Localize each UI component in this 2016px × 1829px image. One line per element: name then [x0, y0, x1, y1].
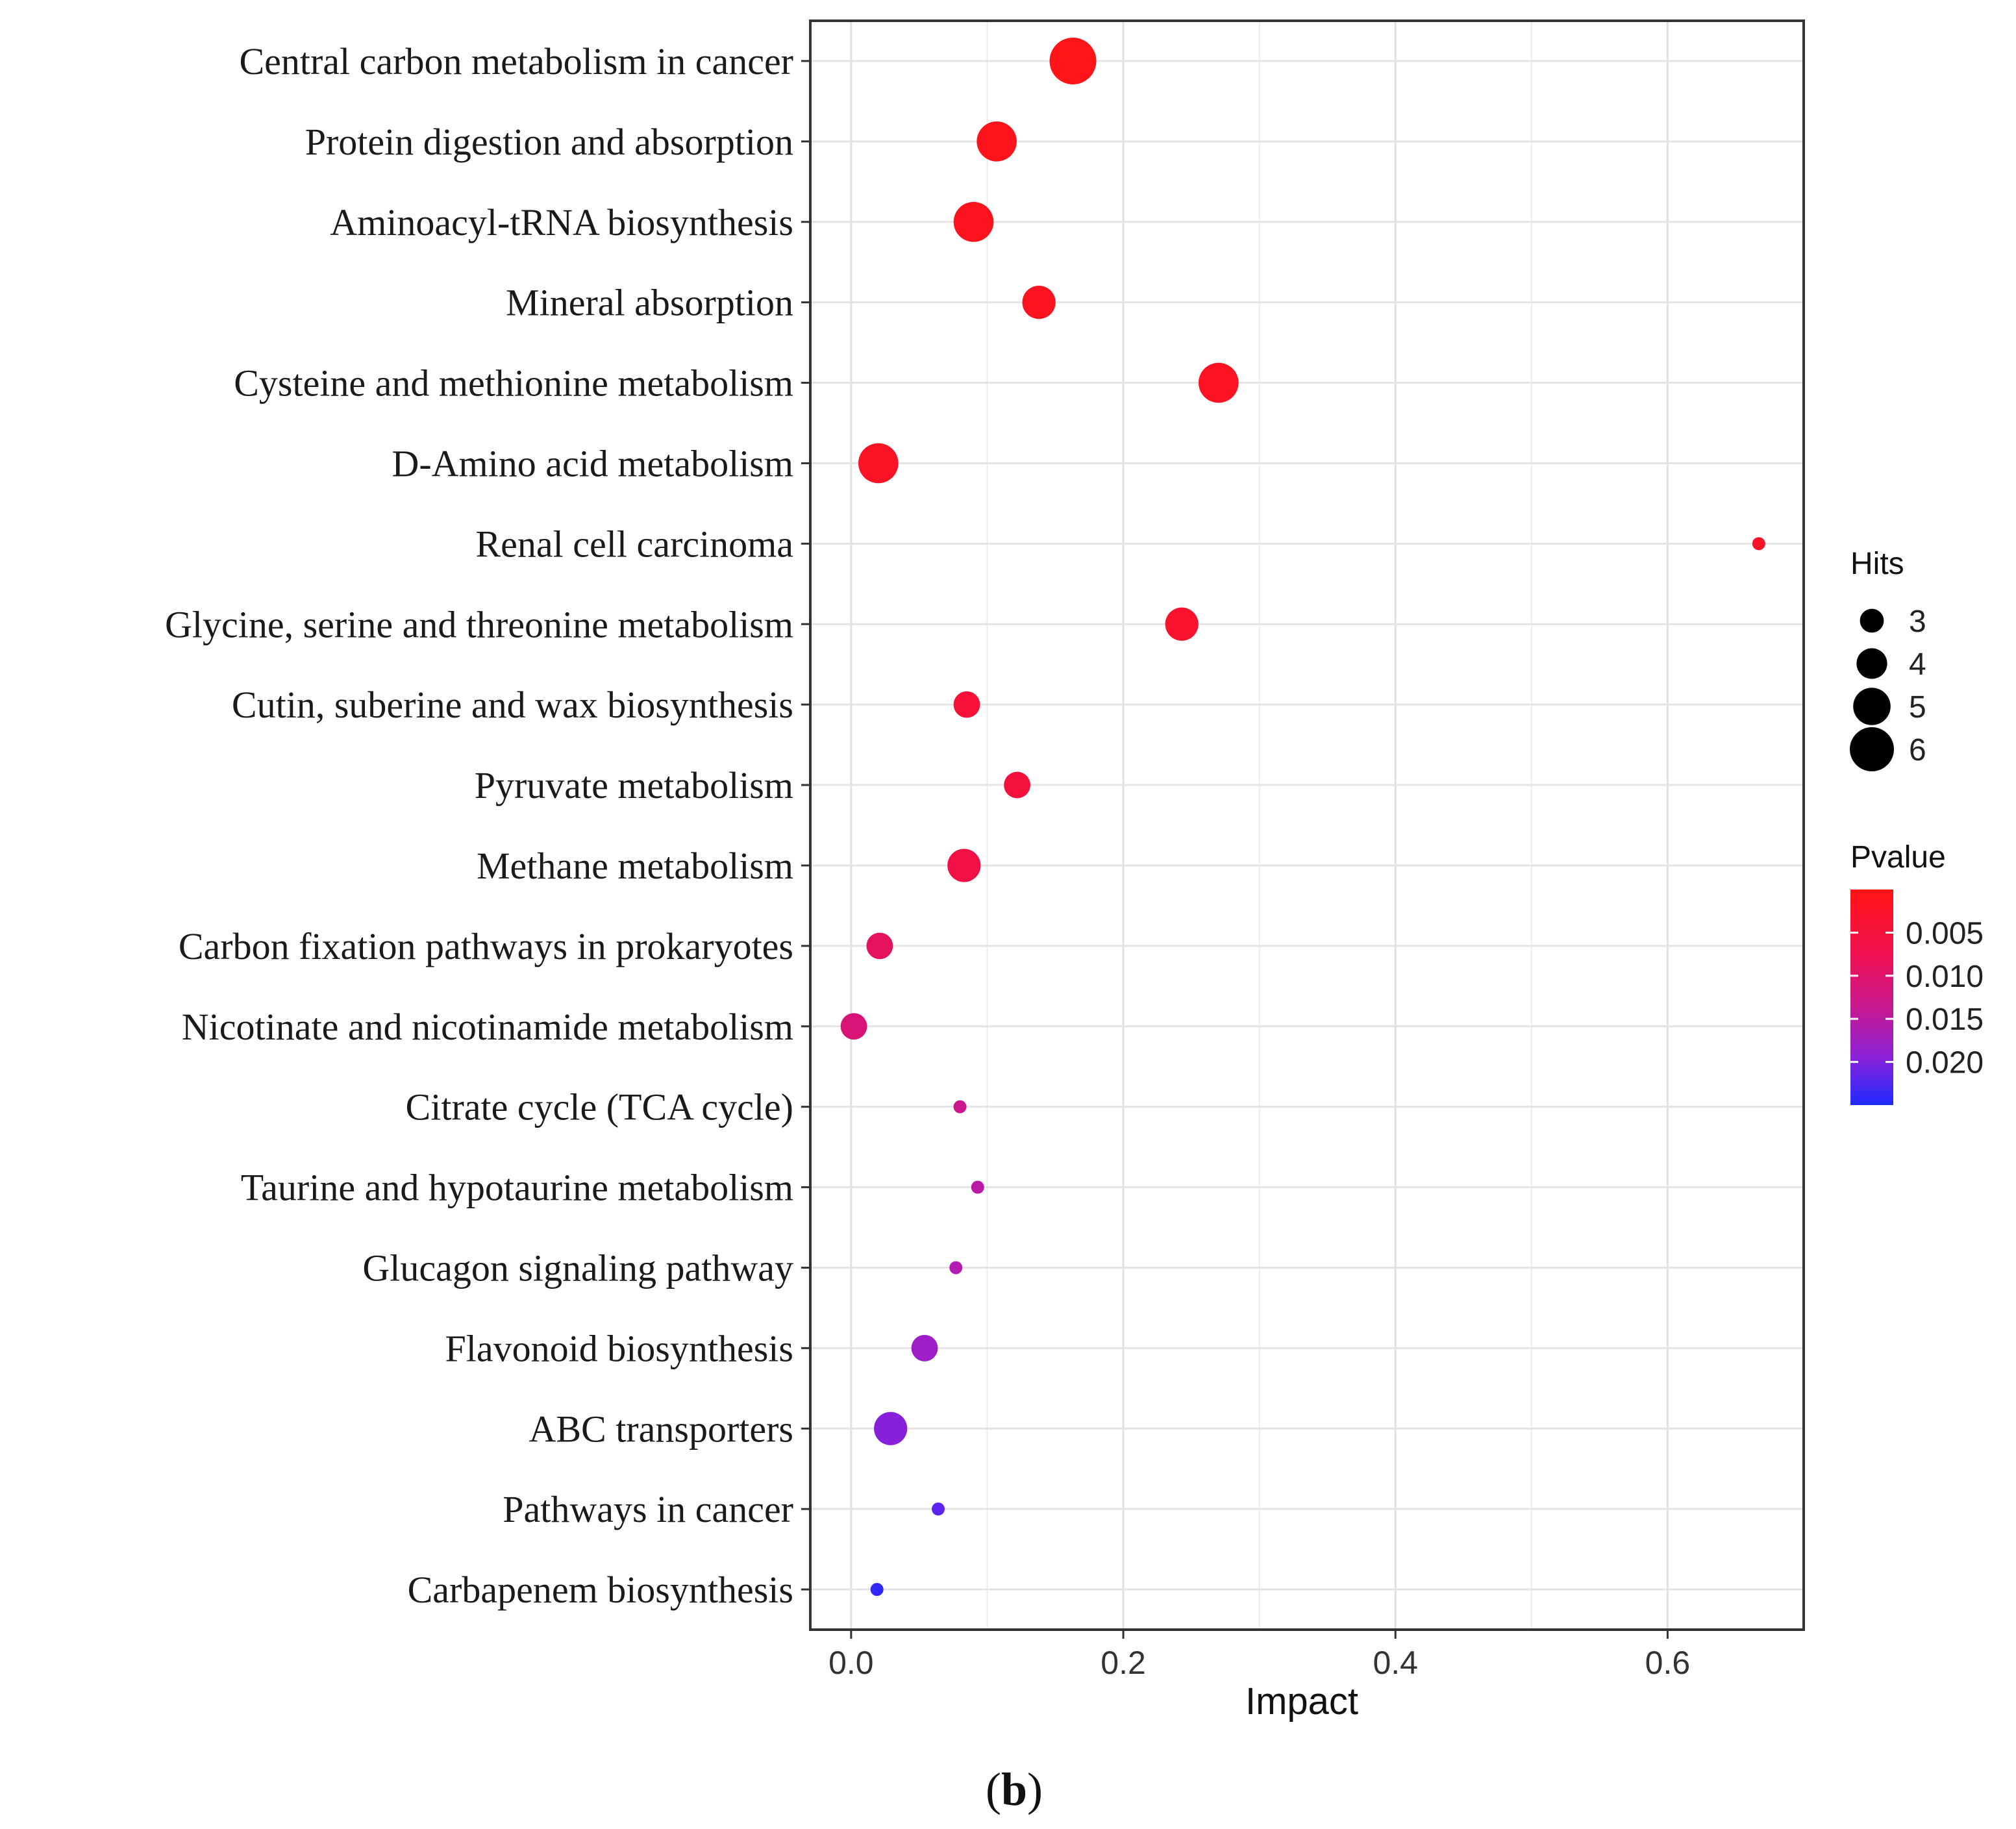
category-label: Glucagon signaling pathway — [362, 1247, 793, 1289]
data-point — [858, 443, 899, 484]
category-label: Cysteine and methionine metabolism — [234, 362, 793, 404]
data-point — [953, 691, 980, 718]
data-point — [866, 932, 893, 960]
category-label: Taurine and hypotaurine metabolism — [241, 1167, 793, 1209]
data-points — [840, 37, 1765, 1597]
size-legend-label: 6 — [1909, 733, 1926, 767]
x-axis-title: Impact — [1245, 1680, 1358, 1723]
size-legend-circle — [1850, 727, 1894, 771]
panel-label: (b) — [986, 1763, 1043, 1815]
category-label: Central carbon metabolism in cancer — [239, 40, 793, 82]
size-legend-label: 3 — [1909, 604, 1926, 639]
color-legend-bar — [1850, 890, 1893, 1105]
size-legend-label: 4 — [1909, 647, 1926, 682]
panel-label-open: ( — [986, 1763, 1001, 1815]
category-label: Citrate cycle (TCA cycle) — [406, 1086, 793, 1128]
x-tick-label: 0.6 — [1645, 1645, 1691, 1681]
category-label: Glycine, serine and threonine metabolism — [165, 603, 793, 645]
category-label: Pyruvate metabolism — [475, 764, 793, 806]
category-label: Mineral absorption — [506, 282, 793, 324]
category-label: Pathways in cancer — [503, 1488, 793, 1530]
color-legend-label: 0.015 — [1906, 1002, 1984, 1037]
color-legend-label: 0.020 — [1906, 1046, 1984, 1080]
plot-panel-border — [809, 19, 1805, 1631]
panel-label-close: ) — [1027, 1763, 1043, 1815]
category-label: Carbon fixation pathways in prokaryotes — [179, 925, 793, 967]
color-legend-label: 0.005 — [1906, 916, 1984, 951]
size-legend-circle — [1856, 648, 1887, 679]
x-tick-label: 0.2 — [1101, 1645, 1146, 1681]
axis-ticks — [801, 60, 1669, 1639]
data-point — [1049, 37, 1097, 84]
data-point — [840, 1013, 867, 1040]
data-point — [977, 121, 1017, 162]
category-label: Cutin, suberine and wax biosynthesis — [232, 684, 793, 726]
category-label: Renal cell carcinoma — [475, 523, 793, 565]
category-label: D-Amino acid metabolism — [392, 442, 793, 484]
category-labels: Central carbon metabolism in cancer Prote… — [165, 40, 793, 1611]
data-point — [953, 1100, 967, 1114]
category-label: Protein digestion and absorption — [305, 121, 793, 163]
x-tick-label: 0.4 — [1373, 1645, 1418, 1681]
x-tick-label: 0.0 — [828, 1645, 874, 1681]
size-legend-circle — [1853, 688, 1891, 725]
category-label: Flavonoid biosynthesis — [445, 1327, 793, 1369]
data-point — [953, 201, 994, 242]
color-legend-title: Pvalue — [1850, 840, 1946, 875]
size-legend-title: Hits — [1850, 547, 1904, 581]
data-point — [971, 1180, 984, 1194]
x-tick-labels: 0.0 0.2 0.4 0.6 — [828, 1645, 1690, 1681]
data-point — [1752, 537, 1765, 551]
size-legend-label: 5 — [1909, 690, 1926, 725]
data-point — [947, 849, 981, 882]
category-label: Aminoacyl-tRNA biosynthesis — [330, 201, 793, 243]
grid-lines — [810, 21, 1804, 1630]
color-legend-label: 0.010 — [1906, 960, 1984, 994]
size-legend-circle — [1860, 608, 1884, 633]
data-point — [911, 1334, 938, 1362]
data-point — [870, 1583, 884, 1597]
data-point — [932, 1502, 945, 1516]
data-point — [1198, 362, 1239, 403]
data-point — [874, 1412, 908, 1445]
category-label: Carbapenem biosynthesis — [408, 1569, 793, 1611]
category-label: Methane metabolism — [477, 845, 793, 887]
data-point — [949, 1261, 963, 1275]
data-point — [1022, 286, 1056, 319]
panel-label-letter: b — [1001, 1763, 1027, 1815]
category-label: ABC transporters — [529, 1408, 793, 1450]
size-legend: Hits 3 4 5 6 — [1850, 547, 1926, 771]
data-point — [1004, 771, 1030, 799]
color-legend: Pvalue 0.005 0.010 0.015 0.020 — [1850, 840, 1984, 1105]
category-label: Nicotinate and nicotinamide metabolism — [182, 1006, 793, 1048]
data-point — [1165, 607, 1199, 641]
